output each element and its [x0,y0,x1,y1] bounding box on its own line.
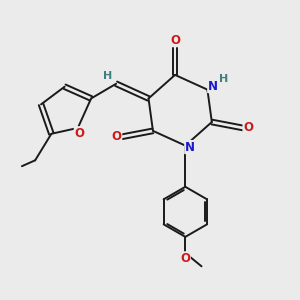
Text: O: O [170,34,180,47]
Text: O: O [180,252,190,265]
Text: H: H [219,74,228,84]
Text: O: O [74,127,84,140]
Text: O: O [112,130,122,143]
Text: N: N [208,80,218,93]
Text: H: H [103,70,112,80]
Text: N: N [185,141,195,154]
Text: O: O [243,122,253,134]
